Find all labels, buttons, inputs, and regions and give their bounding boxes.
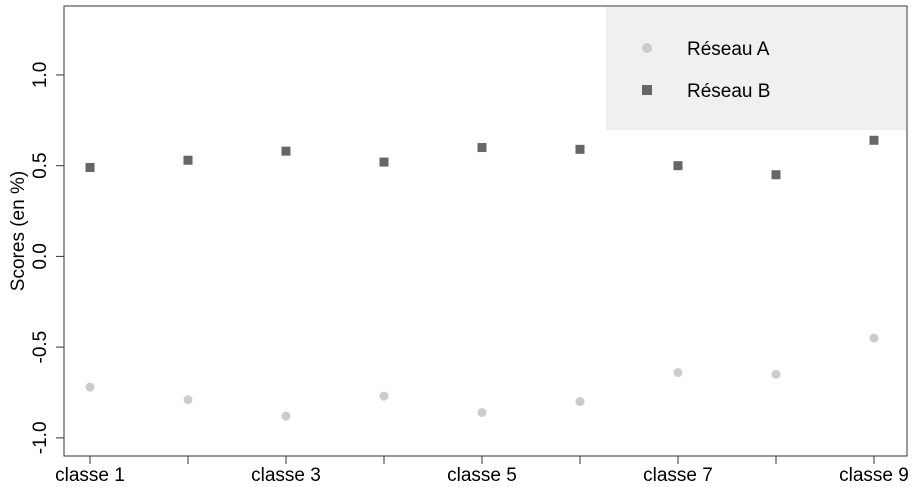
point-reseau-a: [869, 333, 879, 343]
plot-area-frame: [63, 5, 908, 457]
point-reseau-a: [85, 382, 95, 392]
legend-label-reseau-a: Réseau A: [687, 39, 770, 60]
point-reseau-a: [183, 395, 193, 405]
x-tick-label: classe 9: [839, 465, 909, 486]
point-reseau-a: [673, 368, 683, 378]
legend-marker-reseau-b: [642, 85, 652, 95]
point-reseau-b: [183, 155, 193, 165]
x-tick-label: classe 7: [643, 465, 713, 486]
y-tick-label: 0.0: [30, 243, 51, 269]
point-reseau-b: [771, 170, 781, 180]
point-reseau-a: [379, 391, 389, 401]
point-reseau-b: [869, 135, 879, 145]
legend: Réseau A Réseau B: [606, 7, 906, 130]
x-axis: classe 1 classe 3 classe 5 classe 7 classe 9: [55, 456, 909, 486]
x-tick-label: classe 1: [55, 465, 125, 486]
point-reseau-b: [673, 161, 683, 171]
y-tick-label: 1.0: [30, 62, 51, 88]
point-reseau-b: [575, 144, 585, 154]
point-reseau-b: [477, 143, 487, 153]
point-reseau-b: [85, 162, 95, 172]
point-reseau-a: [575, 397, 585, 407]
legend-background: [606, 7, 906, 130]
point-reseau-a: [477, 407, 487, 417]
point-reseau-a: [771, 369, 781, 379]
legend-label-reseau-b: Réseau B: [687, 81, 770, 102]
x-tick-label: classe 5: [447, 465, 517, 486]
y-tick-label: -1.0: [30, 421, 51, 454]
data-points: [85, 135, 879, 421]
point-reseau-b: [281, 146, 291, 156]
y-axis-title: Scores (en %): [8, 171, 29, 291]
point-reseau-b: [379, 157, 389, 167]
y-tick-label: 0.5: [30, 152, 51, 178]
x-tick-label: classe 3: [251, 465, 321, 486]
y-axis: -1.0 -0.5 0.0 0.5 1.0: [30, 62, 64, 454]
y-tick-label: -0.5: [30, 331, 51, 364]
legend-marker-reseau-a: [642, 43, 652, 53]
point-reseau-a: [281, 411, 291, 421]
